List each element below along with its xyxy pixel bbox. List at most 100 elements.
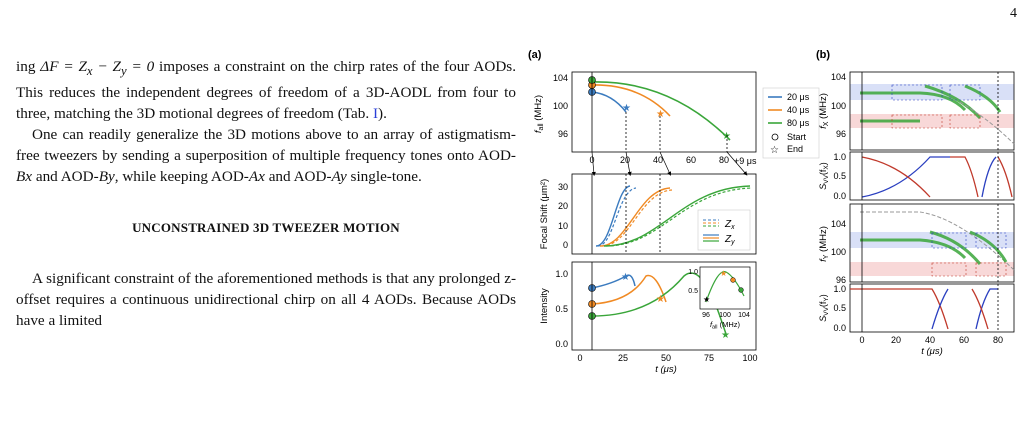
a-bot-xtick: 0 [577, 353, 582, 363]
b-fx-plot: 104 100 96 fX (MHz) [818, 71, 1015, 151]
inset-xtick: 96 [702, 312, 710, 319]
b-sy-ytick: 0.0 [833, 323, 846, 333]
a-bot-ylabel: Intensity [539, 288, 550, 324]
a-mid-frame [571, 173, 757, 255]
b-sy-curve-red [971, 288, 989, 330]
legend-start-label: Start [787, 132, 807, 142]
a-mid-curve-80-zx [605, 187, 753, 247]
b-fy-trace [860, 238, 967, 260]
b-sy-plot: 1.0 0.5 0.0 SVV(fY) 0 20 40 60 80 t (μs) [818, 283, 1015, 357]
a-bot-end-star: ★ [721, 330, 730, 341]
a-bot-ytick: 0.5 [555, 304, 568, 314]
b-fy-window [975, 262, 1007, 277]
a-mid-curve-40-zy [599, 187, 671, 247]
legend-zx: Zx [703, 219, 735, 231]
a-top-xtick: 60 [686, 155, 696, 165]
svg-text:Zy: Zy [724, 234, 735, 246]
a-top-ytick: 104 [553, 73, 568, 83]
b-sx-ytick: 0.0 [833, 191, 846, 201]
a-bot-frame [571, 261, 757, 351]
panel-a-label: (a) [528, 49, 542, 61]
a-top-annotation: +9 μs [734, 156, 757, 166]
inset-marker [738, 287, 744, 293]
a-top-frame [571, 71, 757, 153]
a-bot-curve-40 [591, 274, 667, 305]
a-top-ytick: 96 [558, 129, 568, 139]
a-mid-legend-box [697, 209, 751, 251]
paragraph-3: A significant constraint of the aforemen… [16, 270, 516, 330]
b-sx-curve-blue [861, 156, 950, 198]
a-bot-xlabel: t (μs) [655, 364, 677, 375]
connector-arrow [625, 151, 632, 177]
a-top-xtick: 40 [653, 155, 663, 165]
b-fx-window [949, 84, 981, 101]
a-bot-end-star: ★ [656, 294, 665, 305]
svg-text:Zx: Zx [724, 219, 735, 231]
b-sy-curve-red [850, 288, 949, 330]
page-number: 4 [1010, 6, 1017, 21]
b-sx-ytick: 0.5 [833, 171, 846, 181]
legend-label-20: 20 μs [787, 92, 810, 102]
b-fy-trajectory [860, 211, 1015, 271]
b-fx-trace [924, 84, 982, 120]
b-xtick: 80 [993, 335, 1003, 345]
b-sy-curve-blue [975, 288, 998, 330]
a-mid-ytick: 0 [563, 240, 568, 250]
a-top-curve-80 [591, 81, 731, 141]
a-mid-ytick: 30 [558, 182, 568, 192]
b-fx-window [949, 114, 981, 129]
a-top-end-star: ★ [722, 131, 731, 142]
a-mid-curve-20-zy [595, 185, 631, 247]
inset-star: ★ [720, 269, 727, 278]
b-sx-curve-red [861, 156, 931, 198]
a-top-xtick: 0 [589, 155, 594, 165]
b-sy-ylabel: SVV(fY) [818, 294, 830, 322]
b-fy-ytick: 100 [831, 247, 846, 257]
b-sy-curve-blue [931, 288, 949, 330]
b-fy-ytick: 104 [831, 219, 846, 229]
a-top-xtick: 80 [719, 155, 729, 165]
inset-marker [730, 277, 736, 283]
b-fy-trace [929, 230, 982, 265]
legend-start-marker [771, 133, 779, 141]
b-fx-ylabel: fX (MHz) [818, 93, 830, 129]
b-fy-window [931, 232, 967, 249]
a-bot-xtick: 50 [661, 353, 671, 363]
b-fy-trace [969, 230, 1008, 263]
a-top-xtick: 20 [620, 155, 630, 165]
b-fx-window [891, 114, 943, 129]
b-xtick: 40 [925, 335, 935, 345]
legend-end-label: End [787, 144, 803, 154]
a-mid-ytick: 20 [558, 201, 568, 211]
a-bot-xtick: 25 [618, 353, 628, 363]
table-ref-link[interactable]: I [372, 105, 379, 123]
a-bot-xtick: 100 [742, 353, 757, 363]
b-fy-plot: 104 100 96 fY (MHz) [818, 203, 1015, 285]
b-fy-frame [849, 203, 1015, 283]
legend-end-marker: ☆ [770, 145, 779, 156]
a-top-end-star: ★ [622, 103, 631, 114]
legend-label-80: 80 μs [787, 118, 810, 128]
b-sx-plot: 1.0 0.5 0.0 SVV(fX) [818, 151, 1015, 201]
a-mid-curve-80-zy [603, 185, 751, 247]
a-bot-curve-80 [591, 272, 727, 335]
a-top-ytick: 100 [553, 101, 568, 111]
connector-arrow [726, 151, 748, 176]
b-sx-ylabel: SVV(fX) [818, 162, 830, 190]
b-fx-ytick: 96 [836, 129, 846, 139]
b-fx-frame [849, 71, 1015, 151]
b-xtick: 20 [891, 335, 901, 345]
b-fx-ytick: 100 [831, 101, 846, 111]
inset-ytick: 0.5 [688, 288, 698, 295]
a-top-curve-40 [591, 84, 671, 117]
b-sy-frame [849, 283, 1015, 333]
a-mid-plot: 30 20 10 0 Focal Shift (μm²) Zx Zy [539, 173, 757, 255]
a-top-end-star: ★ [656, 109, 665, 120]
b-xlabel: t (μs) [921, 346, 943, 357]
panel-b-label: (b) [816, 49, 830, 61]
b-sx-ytick: 1.0 [833, 152, 846, 162]
b-fy-ytick: 96 [836, 275, 846, 285]
a-top-plot: 104 100 96 fall (MHz) 0 20 40 60 80 +9 μ… [533, 71, 757, 166]
inset-ytick: 1.0 [688, 269, 698, 276]
legend-zy: Zy [703, 234, 735, 246]
